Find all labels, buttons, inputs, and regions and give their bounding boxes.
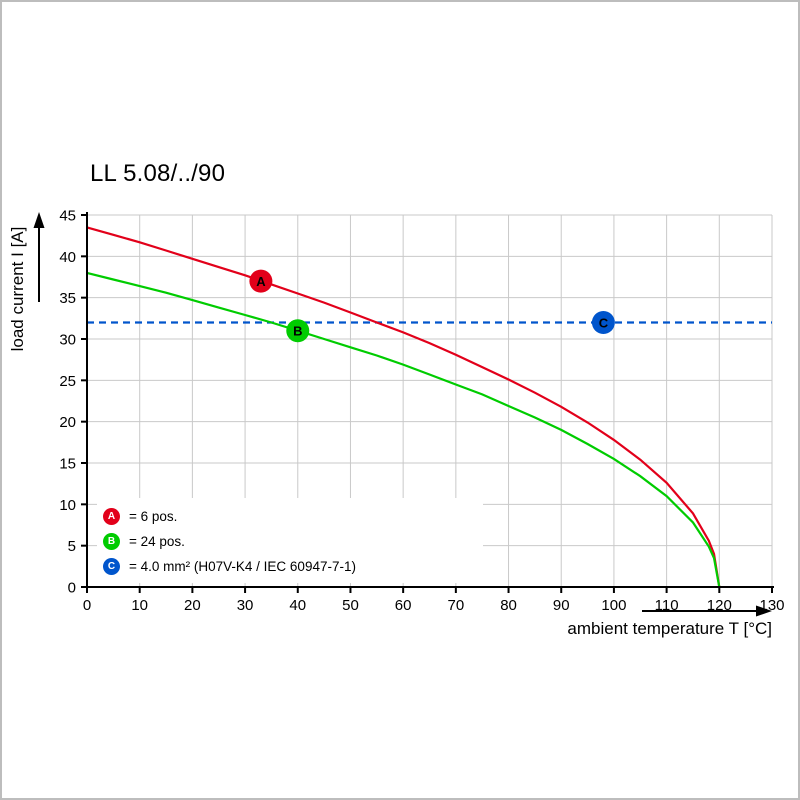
legend-label-b: = 24 pos.: [129, 534, 185, 549]
y-tick-label: 25: [59, 373, 76, 390]
legend-marker-b: B: [103, 533, 120, 550]
marker-C-letter: C: [599, 315, 609, 330]
legend-item-b: B = 24 pos.: [103, 529, 483, 554]
x-tick-label: 110: [655, 597, 679, 614]
legend-marker-letter: A: [107, 511, 116, 522]
x-tick-label: 120: [707, 597, 732, 614]
x-tick-label: 10: [131, 597, 148, 614]
x-tick-label: 60: [395, 597, 412, 614]
legend-label-a: = 6 pos.: [129, 509, 178, 524]
x-tick-label: 100: [601, 597, 626, 614]
x-tick-label: 0: [83, 597, 91, 614]
marker-B-letter: B: [293, 324, 302, 339]
y-tick-label: 35: [59, 290, 76, 307]
y-tick-label: 10: [59, 497, 76, 514]
chart-legend: A = 6 pos. B = 24 pos. C = 4.0 mm² (H07V…: [97, 498, 483, 583]
x-tick-label: 90: [553, 597, 570, 614]
x-tick-label: 50: [342, 597, 359, 614]
legend-marker-letter: B: [107, 536, 116, 547]
marker-B: [286, 319, 310, 343]
legend-marker-c: C: [103, 558, 120, 575]
marker-A: [249, 269, 273, 293]
x-tick-label: 70: [448, 597, 465, 614]
y-tick-label: 20: [59, 414, 76, 431]
legend-marker-a: A: [103, 508, 120, 525]
x-tick-label: 130: [759, 597, 784, 614]
legend-item-c: C = 4.0 mm² (H07V-K4 / IEC 60947-7-1): [103, 554, 483, 579]
legend-label-c: = 4.0 mm² (H07V-K4 / IEC 60947-7-1): [129, 559, 356, 574]
marker-C: [591, 310, 615, 334]
x-tick-label: 40: [289, 597, 306, 614]
x-tick-label: 20: [184, 597, 201, 614]
marker-A-letter: A: [256, 274, 266, 289]
y-axis-label: load current I [A]: [8, 226, 27, 352]
y-tick-label: 30: [59, 332, 76, 349]
y-tick-label: 45: [59, 208, 76, 225]
chart-title: LL 5.08/../90: [90, 160, 226, 187]
legend-item-a: A = 6 pos.: [103, 504, 483, 529]
y-tick-label: 5: [68, 538, 76, 555]
legend-marker-letter: C: [107, 561, 116, 572]
y-tick-label: 0: [68, 580, 76, 597]
axes: [86, 212, 774, 588]
y-tick-label: 15: [59, 456, 76, 473]
series-A-curve: [86, 226, 721, 588]
x-axis-label: ambient temperature T [°C]: [567, 619, 772, 638]
y-axis-arrow: [33, 212, 45, 302]
x-axis-arrow: [642, 605, 772, 617]
y-tick-label: 40: [59, 249, 76, 266]
x-tick-label: 80: [500, 597, 517, 614]
series-B-curve: [86, 271, 721, 588]
x-tick-label: 30: [237, 597, 254, 614]
